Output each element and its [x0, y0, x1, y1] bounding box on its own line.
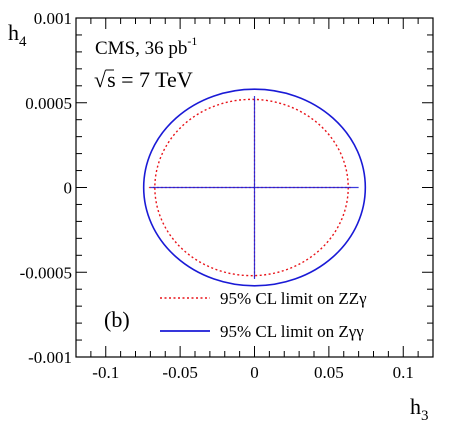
ellipse-zgammagamma: [142, 88, 367, 287]
legend-label-zzgamma: 95% CL limit on ZZγ: [220, 289, 367, 308]
y-axis-title: h4: [8, 20, 27, 50]
x-tick-label: 0: [250, 363, 259, 382]
y-axis-tick-labels: -0.001 -0.0005 0 0.0005 0.001: [20, 9, 72, 367]
x-tick-label: 0.1: [393, 363, 414, 382]
y-tick-label: 0.001: [34, 9, 72, 28]
y-tick-label: 0.0005: [25, 94, 72, 113]
x-axis-ticks: [75, 18, 434, 357]
x-axis-tick-labels: -0.1 -0.05 0 0.05 0.1: [92, 363, 414, 382]
panel-label: (b): [104, 307, 130, 332]
series-layer: [142, 88, 367, 287]
legend: 95% CL limit on ZZγ 95% CL limit on Zγγ: [160, 289, 367, 341]
y-tick-label: -0.0005: [20, 263, 72, 282]
y-tick-label: 0: [64, 179, 73, 198]
energy-label: √s = 7 TeV: [94, 67, 193, 92]
experiment-label: CMS, 36 pb-1: [95, 34, 197, 59]
x-tick-label: -0.1: [92, 363, 119, 382]
y-tick-label: -0.001: [28, 348, 72, 367]
y-axis-ticks: [76, 17, 433, 358]
x-tick-label: -0.05: [162, 363, 197, 382]
x-axis-title: h3: [410, 394, 429, 424]
x-tick-label: 0.05: [314, 363, 344, 382]
legend-label-zgammagamma: 95% CL limit on Zγγ: [220, 322, 364, 341]
